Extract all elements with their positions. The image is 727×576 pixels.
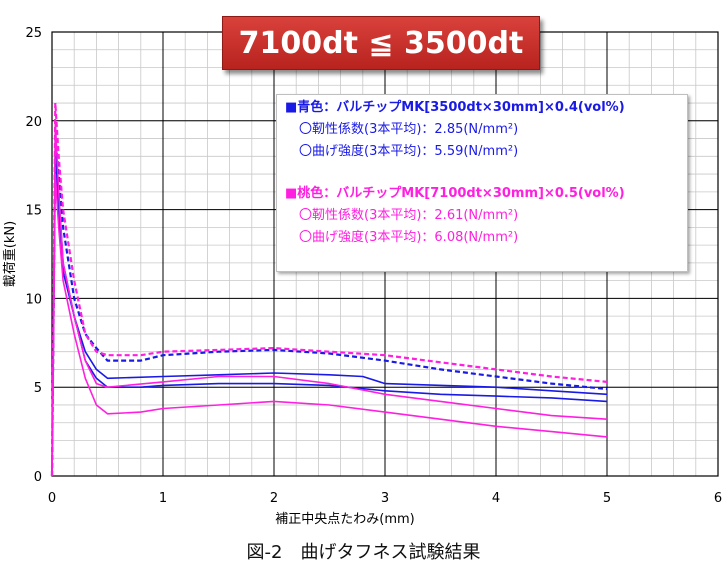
x-axis-label: 補正中央点たわみ(mm) [275,512,414,527]
series-line-pink-3 [50,101,608,477]
x-tick-label: 3 [381,491,389,506]
y-tick-label: 25 [25,26,42,41]
x-tick-label: 1 [159,491,167,506]
series-layer [50,101,608,477]
legend-blue-strength: 〇曲げ強度(3本平均)：5.59(N/mm²) [299,144,519,159]
y-tick-label: 15 [25,204,42,219]
x-tick-label: 2 [270,491,278,506]
x-tick-label: 6 [714,491,722,506]
legend: ■青色：バルチップMK[3500dt×30mm]×0.4(vol%) 〇靭性係数… [276,94,688,272]
y-tick-label: 20 [25,115,42,130]
series-line-pink-4 [51,120,608,477]
figure-caption: 図-2 曲げタフネス試験結果 [246,542,481,563]
tick-labels: 0 1 2 3 4 5 6 0 5 10 15 20 25 [25,26,722,506]
x-tick-label: 5 [603,491,611,506]
series-line-blue-0 [50,137,608,477]
legend-blue-toughness: 〇靭性係数(3本平均)：2.85(N/mm²) [299,122,519,137]
x-tick-label: 4 [492,491,500,506]
legend-pink-strength: 〇曲げ強度(3本平均)：6.08(N/mm²) [299,230,519,245]
legend-pink-toughness: 〇靭性係数(3本平均)：2.61(N/mm²) [299,208,519,223]
x-tick-label: 0 [48,491,56,506]
chart-title: 7100dt ≦ 3500dt [222,16,540,70]
y-axis-label: 載荷重(kN) [2,221,18,287]
legend-blue-header: ■青色：バルチップMK[3500dt×30mm]×0.4(vol%) [285,100,625,115]
series-line-pink-5 [51,173,608,477]
legend-pink-header: ■桃色：バルチップMK[7100dt×30mm]×0.5(vol%) [285,186,625,201]
y-tick-label: 10 [25,292,42,307]
y-tick-label: 0 [34,470,42,485]
y-tick-label: 5 [34,381,42,396]
